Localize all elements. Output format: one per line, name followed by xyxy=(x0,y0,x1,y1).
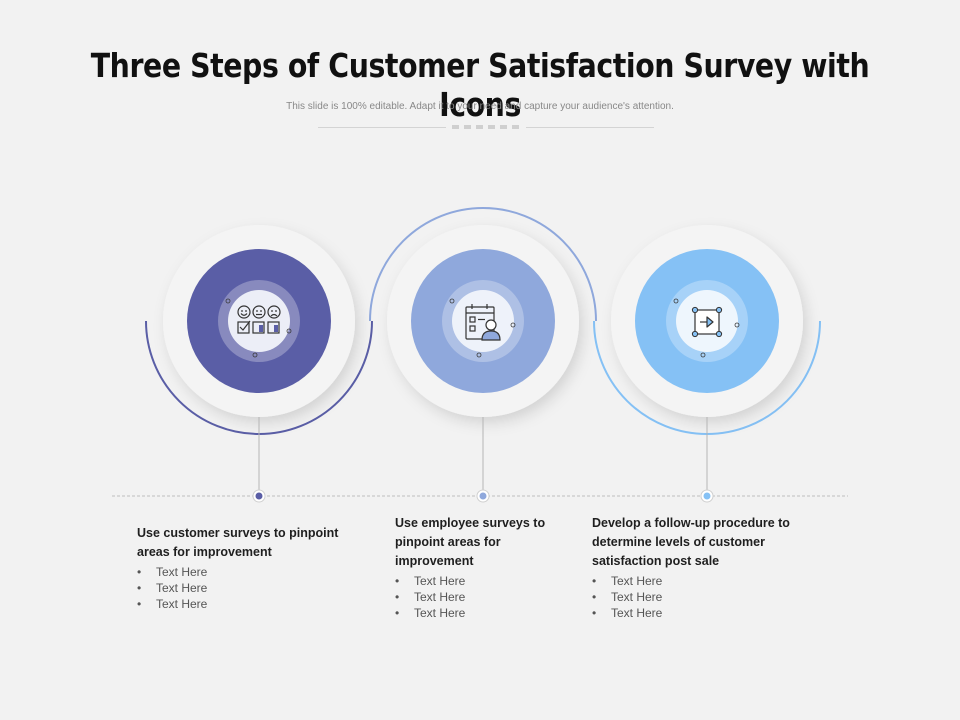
list-item: Text Here xyxy=(137,580,362,596)
step-2-arc xyxy=(369,207,597,322)
step-3-text: Develop a follow-up procedure to determi… xyxy=(592,514,824,621)
list-item: Text Here xyxy=(395,573,555,589)
list-item: Text Here xyxy=(592,589,824,605)
list-item: Text Here xyxy=(137,596,362,612)
step-1-heading: Use customer surveys to pinpoint areas f… xyxy=(137,526,339,559)
page-title: Three Steps of Customer Satisfaction Sur… xyxy=(90,46,870,124)
follow-up-arrow-icon xyxy=(690,305,724,339)
step-1-marker xyxy=(252,489,266,503)
page-subtitle: This slide is 100% editable. Adapt it to… xyxy=(286,101,674,112)
step-1-bullets: Text Here Text Here Text Here xyxy=(137,564,362,612)
employee-checklist-icon xyxy=(465,303,503,341)
list-item: Text Here xyxy=(395,605,555,621)
step-1-badge xyxy=(163,225,355,417)
list-item: Text Here xyxy=(592,573,824,589)
step-3-heading: Develop a follow-up procedure to determi… xyxy=(592,516,790,568)
step-2-bullets: Text Here Text Here Text Here xyxy=(395,573,555,621)
step-3-badge xyxy=(611,225,803,417)
survey-faces-icon xyxy=(237,303,281,339)
step-1-text: Use customer surveys to pinpoint areas f… xyxy=(137,524,362,612)
step-2-marker xyxy=(476,489,490,503)
step-3-bullets: Text Here Text Here Text Here xyxy=(592,573,824,621)
step-3-marker xyxy=(700,489,714,503)
step-2-heading: Use employee surveys to pinpoint areas f… xyxy=(395,516,546,568)
subtitle-divider-dots xyxy=(452,125,519,129)
step-2-badge xyxy=(387,225,579,417)
list-item: Text Here xyxy=(137,564,362,580)
subtitle-divider-left xyxy=(318,127,446,128)
list-item: Text Here xyxy=(395,589,555,605)
subtitle-divider-right xyxy=(526,127,654,128)
step-2-text: Use employee surveys to pinpoint areas f… xyxy=(395,514,555,621)
list-item: Text Here xyxy=(592,605,824,621)
